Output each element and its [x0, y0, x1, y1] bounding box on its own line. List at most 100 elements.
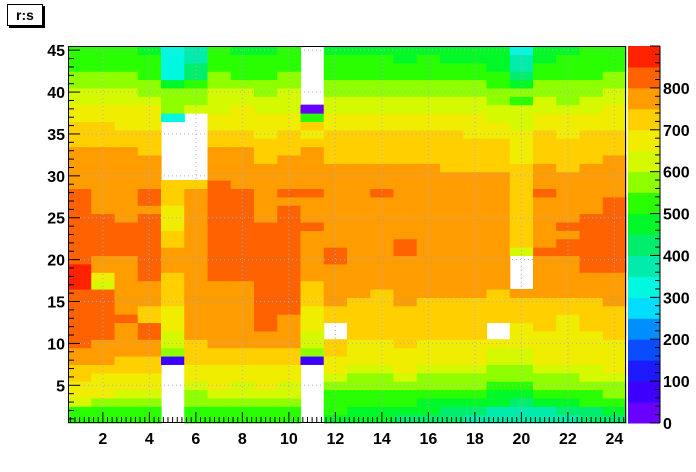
- heatmap-cell: [68, 247, 92, 257]
- heatmap-cell: [486, 247, 511, 257]
- heatmap-cell: [184, 288, 209, 298]
- heatmap-cell: [347, 347, 371, 357]
- heatmap-cell: [579, 46, 604, 55]
- heatmap-cell: [161, 104, 185, 114]
- heatmap-cell: [416, 121, 441, 131]
- heatmap-cell: [440, 255, 464, 265]
- heatmap-cell: [370, 180, 395, 190]
- heatmap-cell: [91, 238, 116, 248]
- heatmap-cell: [463, 272, 488, 282]
- heatmap-cell: [556, 238, 581, 248]
- heatmap-cell: [114, 188, 139, 198]
- heatmap-cell: [254, 96, 278, 106]
- heatmap-cell: [323, 96, 348, 106]
- heatmap-cell: [323, 280, 348, 290]
- heatmap-cell: [230, 263, 255, 273]
- palette-swatch: [628, 150, 660, 173]
- heatmap-cell: [277, 96, 302, 106]
- heatmap-cell: [370, 263, 395, 273]
- heatmap-cell: [347, 163, 371, 173]
- heatmap-cell: [300, 121, 325, 131]
- heatmap-cell: [184, 280, 209, 290]
- heatmap-cell: [579, 247, 604, 257]
- heatmap-cell: [91, 372, 116, 382]
- heatmap-cell: [393, 121, 418, 131]
- heatmap-cell: [463, 71, 488, 81]
- heatmap-cell: [323, 247, 348, 257]
- heatmap-cell: [486, 347, 511, 357]
- heatmap-cell: [533, 406, 557, 416]
- heatmap-cell: [347, 339, 371, 349]
- heatmap-cell: [509, 121, 534, 131]
- heatmap-cell: [393, 180, 418, 190]
- heatmap-cell: [277, 297, 302, 307]
- heatmap-cell: [579, 87, 604, 97]
- heatmap-cell: [370, 113, 395, 122]
- heatmap-cell: [347, 62, 371, 72]
- heatmap-cell: [556, 205, 581, 215]
- heatmap-cell: [370, 121, 395, 131]
- heatmap-cell: [91, 280, 116, 290]
- palette-swatch: [628, 402, 660, 424]
- heatmap-cell: [509, 389, 534, 399]
- heatmap-cell: [579, 154, 604, 164]
- heatmap-cell: [440, 205, 464, 215]
- heatmap-cell: [254, 255, 278, 265]
- heatmap-cell: [300, 355, 325, 365]
- heatmap-cell: [114, 288, 139, 298]
- x-tick-label: 16: [419, 431, 437, 448]
- heatmap-cell: [300, 188, 325, 198]
- z-tick-label: 0: [663, 416, 672, 433]
- heatmap-cell: [207, 322, 232, 332]
- heatmap-cell: [114, 330, 139, 340]
- heatmap-cell: [347, 364, 371, 374]
- heatmap-cell: [486, 288, 511, 298]
- heatmap-cell: [230, 288, 255, 298]
- heatmap-cell: [509, 381, 534, 391]
- heatmap-cell: [463, 238, 488, 248]
- heatmap-cell: [486, 221, 511, 231]
- x-tick-label: 2: [98, 431, 107, 448]
- y-tick-label: 20: [47, 253, 65, 270]
- heatmap-cell: [416, 272, 441, 282]
- heatmap-cell: [91, 288, 116, 298]
- heatmap-cell: [556, 263, 581, 273]
- heatmap-cell: [137, 247, 162, 257]
- heatmap-cell: [347, 381, 371, 391]
- heatmap-cell: [300, 347, 325, 357]
- heatmap-cell: [602, 96, 627, 106]
- heatmap-cell: [184, 347, 209, 357]
- heatmap-cell: [277, 355, 302, 365]
- heatmap-cell: [254, 406, 278, 416]
- heatmap-cell: [370, 188, 395, 198]
- heatmap-cell: [393, 238, 418, 248]
- heatmap-cell: [533, 305, 557, 315]
- heatmap-cell: [440, 389, 464, 399]
- heatmap-cell: [416, 347, 441, 357]
- heatmap-cell: [486, 96, 511, 106]
- heatmap-cell: [254, 372, 278, 382]
- heatmap-cell: [579, 406, 604, 416]
- heatmap-cell: [137, 205, 162, 215]
- heatmap-cell: [347, 79, 371, 89]
- heatmap-cell: [161, 305, 185, 315]
- heatmap-cell: [68, 355, 92, 365]
- heatmap-cell: [393, 113, 418, 122]
- heatmap-cell: [207, 230, 232, 240]
- heatmap-cell: [114, 406, 139, 416]
- heatmap-cell: [254, 230, 278, 240]
- heatmap-cell: [486, 154, 511, 164]
- heatmap-cell: [440, 62, 464, 72]
- heatmap-cell: [300, 314, 325, 324]
- heatmap-cell: [230, 146, 255, 156]
- heatmap-cell: [230, 339, 255, 349]
- heatmap-cell: [486, 196, 511, 206]
- heatmap-cell: [347, 406, 371, 416]
- heatmap-cell: [347, 71, 371, 81]
- heatmap-cell: [463, 154, 488, 164]
- heatmap-cell: [207, 87, 232, 97]
- heatmap-cell: [370, 347, 395, 357]
- heatmap-cell: [486, 364, 511, 374]
- heatmap-cell: [579, 272, 604, 282]
- heatmap-cell: [91, 347, 116, 357]
